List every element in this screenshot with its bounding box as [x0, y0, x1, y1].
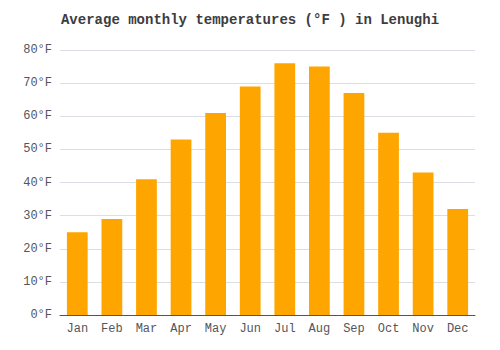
svg-text:Apr: Apr [170, 322, 192, 336]
svg-text:Aug: Aug [309, 322, 331, 336]
svg-text:70°F: 70°F [23, 76, 52, 90]
svg-text:Average monthly temperatures (: Average monthly temperatures (°F ) in Le… [61, 12, 439, 28]
svg-text:30°F: 30°F [23, 209, 52, 223]
svg-text:20°F: 20°F [23, 242, 52, 256]
svg-text:40°F: 40°F [23, 176, 52, 190]
svg-text:Sep: Sep [343, 322, 365, 336]
svg-text:Jan: Jan [66, 322, 88, 336]
svg-text:Feb: Feb [101, 322, 123, 336]
svg-text:80°F: 80°F [23, 43, 52, 57]
svg-text:Jul: Jul [274, 322, 296, 336]
svg-text:Oct: Oct [378, 322, 400, 336]
svg-text:10°F: 10°F [23, 275, 52, 289]
svg-text:50°F: 50°F [23, 142, 52, 156]
svg-text:Jun: Jun [239, 322, 261, 336]
svg-text:May: May [205, 322, 227, 336]
svg-text:Dec: Dec [447, 322, 469, 336]
svg-text:Nov: Nov [412, 322, 434, 336]
svg-text:0°F: 0°F [30, 308, 52, 322]
svg-text:60°F: 60°F [23, 109, 52, 123]
svg-text:Mar: Mar [136, 322, 158, 336]
